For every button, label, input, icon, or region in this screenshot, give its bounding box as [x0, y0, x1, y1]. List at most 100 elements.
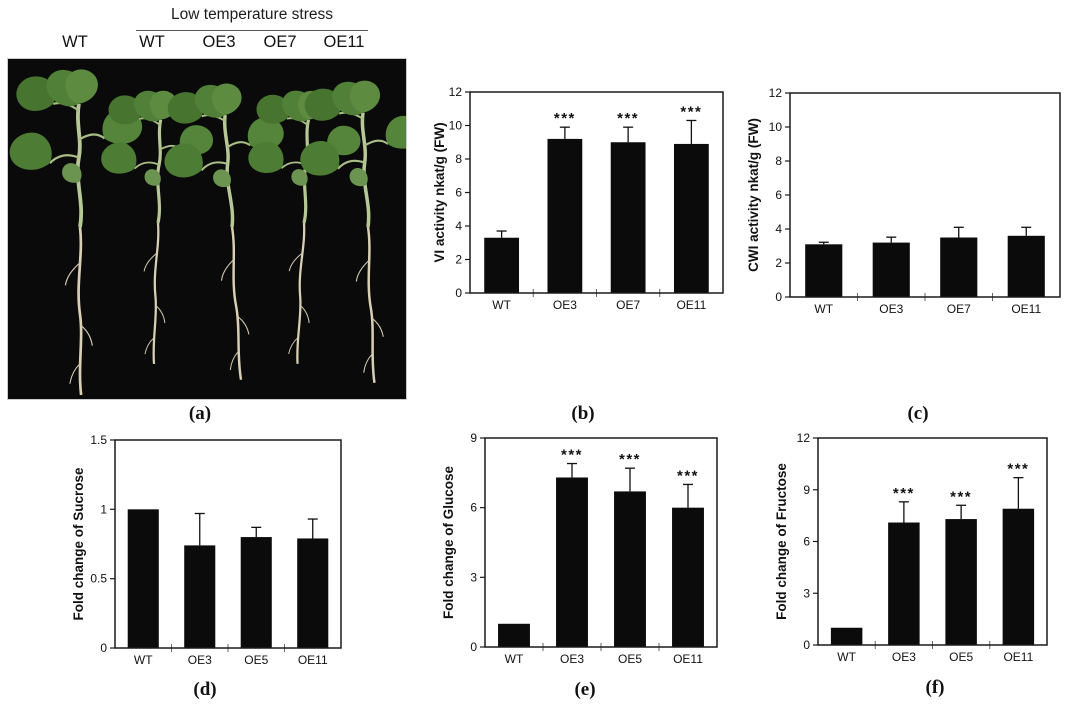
y-tick-label: 0: [803, 638, 810, 652]
bar-OE3: [184, 545, 216, 648]
x-axis-label: OE5: [244, 653, 268, 667]
plot-area: [469, 91, 724, 294]
bar-OE5: [945, 519, 977, 645]
y-axis-title: CWI activity nkat/g (FW): [746, 118, 761, 272]
significance-marker: ***: [680, 103, 702, 120]
y-tick-label: 2: [775, 256, 782, 270]
bar-OE3: [556, 477, 588, 647]
y-tick-label: 0: [775, 290, 782, 304]
y-tick-label: 3: [803, 586, 810, 600]
bar-OE7: [940, 237, 978, 297]
x-axis-label: WT: [837, 650, 856, 664]
y-tick-label: 0: [100, 641, 107, 655]
significance-marker: ***: [950, 488, 972, 505]
plant-column-label-4: OE7: [263, 33, 297, 51]
chart-svg-b: 0 2 4 6 8 10 12 WT *** OE3 *** OE7 *** OE11 VI activit…: [432, 85, 724, 312]
y-tick-label: 4: [775, 222, 782, 236]
bar-OE11: [1002, 508, 1035, 645]
chart-fold-change-glucose: 0 3 6 9 WT *** OE3 *** OE5 *** OE11 Fold change of …: [438, 428, 726, 673]
seedling-photo: [7, 58, 407, 400]
x-axis-label: WT: [814, 302, 833, 316]
x-axis-label: OE5: [949, 650, 973, 664]
significance-marker: ***: [1007, 461, 1029, 478]
x-axis-label: WT: [134, 653, 153, 667]
x-axis-label: OE11: [1011, 302, 1041, 316]
chart-svg-e: 0 3 6 9 WT *** OE3 *** OE5 *** OE11 Fold change of …: [441, 431, 718, 666]
significance-marker: ***: [619, 451, 641, 468]
y-tick-label: 12: [797, 431, 811, 445]
x-axis-label: OE3: [553, 298, 577, 312]
y-tick-label: 0: [455, 286, 462, 300]
panel-label-f: (f): [925, 677, 945, 698]
y-tick-label: 12: [769, 86, 783, 100]
chart-fold-change-fructose: 0 3 6 9 12 WT *** OE3 *** OE5 *** OE11 Fold change o…: [770, 428, 1056, 671]
plot-area: [484, 437, 718, 648]
y-tick-label: 9: [803, 483, 810, 497]
y-axis-title: Fold change of Glucose: [441, 466, 456, 620]
x-axis-label: OE7: [616, 298, 640, 312]
panel-label-d: (d): [193, 679, 217, 700]
significance-marker: ***: [893, 485, 915, 502]
panel-label-e: (e): [574, 679, 596, 700]
plot-area: [817, 437, 1048, 646]
bar-OE11: [297, 538, 329, 648]
x-axis-label: OE11: [676, 298, 706, 312]
x-axis-label: OE7: [947, 302, 971, 316]
x-axis-label: WT: [505, 652, 524, 666]
x-axis-label: OE3: [892, 650, 916, 664]
bar-WT: [830, 627, 863, 645]
bar-WT: [498, 623, 530, 647]
y-tick-label: 6: [775, 188, 782, 202]
x-axis-label: OE11: [298, 653, 328, 667]
significance-marker: ***: [677, 467, 699, 484]
plant-column-label-1: WT: [62, 33, 88, 51]
x-axis-label: OE11: [673, 652, 703, 666]
y-axis-title: Fold change of Fructose: [774, 463, 789, 620]
seedling-photo-svg: [8, 59, 406, 399]
bar-OE11: [672, 507, 704, 647]
bar-OE7: [610, 142, 646, 293]
chart-svg-d: 0 0.5 1 1.5 WT OE3 OE5 OE11 Fold change of Sucro…: [71, 433, 342, 667]
plot-area: [789, 92, 1061, 298]
y-tick-label: 1: [100, 502, 107, 516]
y-tick-label: 4: [455, 219, 462, 233]
x-axis-label: OE3: [188, 653, 212, 667]
y-tick-label: 10: [449, 119, 463, 133]
plant-column-label-3: OE3: [202, 33, 236, 51]
stress-group-title: Low temperature stress: [171, 6, 333, 23]
bar-OE3: [872, 242, 910, 297]
panel-label-c: (c): [907, 403, 929, 424]
y-axis-title: Fold change of Sucrose: [71, 467, 86, 621]
y-tick-label: 8: [455, 152, 462, 166]
x-axis-label: OE11: [1003, 650, 1033, 664]
bar-OE11: [1007, 235, 1045, 297]
plant-column-label-2: WT: [139, 33, 165, 51]
y-tick-label: 2: [455, 253, 462, 267]
bar-WT: [127, 509, 159, 648]
bar-WT: [805, 244, 843, 297]
chart-svg-c: 0 2 4 6 8 10 12 WT OE3 OE7 OE11 CWI activity nkat/g…: [746, 86, 1061, 316]
y-tick-label: 6: [455, 186, 462, 200]
y-tick-label: 10: [769, 120, 783, 134]
y-tick-label: 0.5: [90, 572, 107, 586]
y-tick-label: 0: [470, 640, 477, 654]
y-axis-title: VI activity nkat/g (FW): [433, 122, 447, 262]
bar-WT: [484, 237, 520, 293]
chart-cwi-activity: 0 2 4 6 8 10 12 WT OE3 OE7 OE11 CWI activity nkat/g…: [742, 84, 1068, 322]
y-tick-label: 9: [470, 431, 477, 445]
chart-fold-change-sucrose: 0 0.5 1 1.5 WT OE3 OE5 OE11 Fold change of Sucro…: [62, 428, 352, 674]
chart-svg-f: 0 3 6 9 12 WT *** OE3 *** OE5 *** OE11 Fold change o…: [774, 431, 1048, 664]
significance-marker: ***: [561, 447, 583, 464]
bar-OE5: [614, 491, 646, 647]
bar-OE11: [673, 143, 709, 293]
x-axis-label: WT: [492, 298, 511, 312]
panel-label-a: (a): [188, 403, 212, 424]
x-axis-label: OE3: [560, 652, 584, 666]
y-tick-label: 3: [470, 570, 477, 584]
plot-area: [114, 439, 342, 649]
y-tick-label: 6: [803, 535, 810, 549]
y-tick-label: 8: [775, 154, 782, 168]
bar-OE5: [240, 537, 272, 648]
x-axis-label: OE5: [618, 652, 642, 666]
